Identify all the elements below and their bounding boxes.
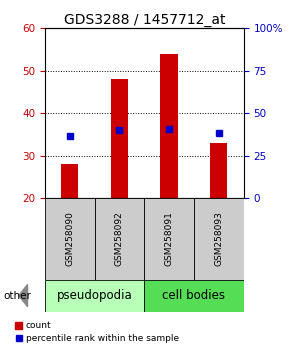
- Bar: [45, 198, 95, 280]
- Text: GSM258090: GSM258090: [65, 211, 74, 267]
- Bar: [111, 79, 128, 198]
- Text: other: other: [3, 291, 31, 301]
- Text: GSM258092: GSM258092: [115, 212, 124, 266]
- Bar: [144, 198, 194, 280]
- Bar: [210, 143, 227, 198]
- Title: GDS3288 / 1457712_at: GDS3288 / 1457712_at: [64, 13, 225, 27]
- Bar: [45, 280, 144, 312]
- Text: pseudopodia: pseudopodia: [57, 289, 133, 302]
- Text: GSM258091: GSM258091: [165, 211, 174, 267]
- Text: GSM258093: GSM258093: [214, 211, 223, 267]
- Bar: [144, 280, 244, 312]
- Bar: [160, 54, 178, 198]
- Bar: [194, 198, 244, 280]
- Polygon shape: [19, 285, 28, 307]
- Bar: [61, 164, 79, 198]
- Legend: count, percentile rank within the sample: count, percentile rank within the sample: [13, 320, 181, 345]
- Bar: [95, 198, 144, 280]
- Text: cell bodies: cell bodies: [162, 289, 225, 302]
